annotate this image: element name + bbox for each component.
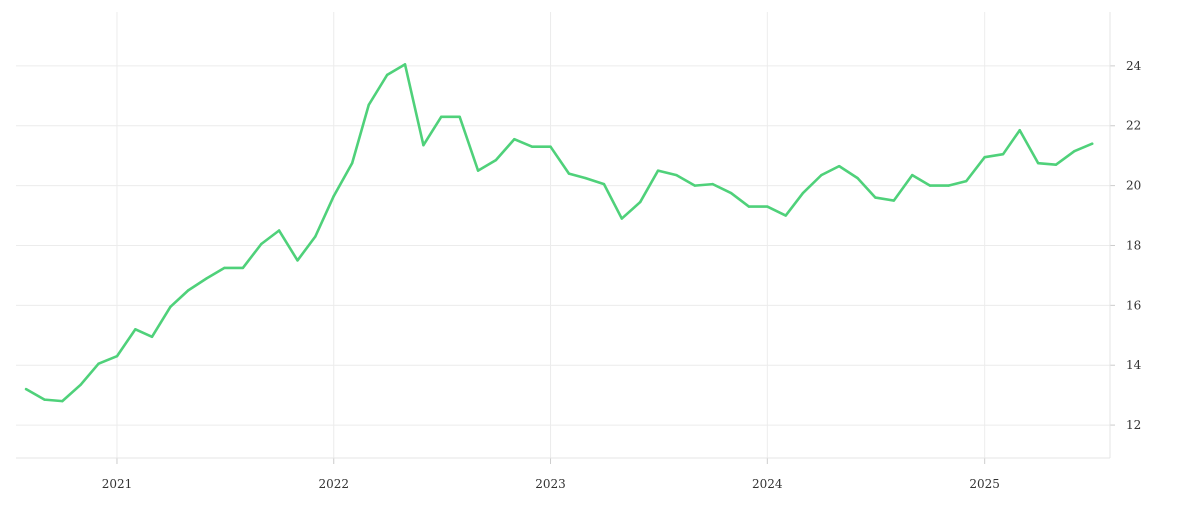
data-point (277, 229, 281, 232)
data-point (983, 155, 986, 159)
data-point (115, 355, 119, 358)
data-point (458, 115, 461, 118)
data-point (494, 158, 498, 162)
data-point (766, 205, 769, 208)
y-tick-label: 16 (1126, 298, 1141, 312)
data-point (97, 362, 100, 365)
data-point (205, 277, 208, 280)
data-point (549, 145, 552, 148)
grid-lines (16, 12, 1110, 458)
data-point (43, 398, 46, 401)
data-point (61, 399, 64, 403)
data-point (837, 164, 841, 168)
data-point (928, 184, 932, 187)
data-point (784, 214, 787, 217)
x-tick-label: 2025 (969, 477, 1000, 491)
x-tick-label: 2024 (752, 477, 783, 491)
data-point (801, 191, 805, 195)
y-tick-label: 14 (1126, 358, 1142, 372)
data-point (1018, 129, 1021, 132)
data-point (367, 103, 370, 106)
data-point (820, 173, 823, 177)
data-point (911, 173, 914, 177)
series-line (24, 63, 1094, 403)
data-point (260, 242, 263, 246)
x-tick-label: 2021 (102, 477, 133, 491)
data-point (602, 182, 606, 186)
y-tick-label: 22 (1126, 119, 1141, 133)
data-point (965, 179, 968, 183)
y-tick-label: 24 (1126, 59, 1142, 73)
data-point (1036, 161, 1040, 165)
data-point (620, 217, 623, 220)
data-point (711, 182, 714, 186)
data-point (656, 169, 660, 172)
data-point (513, 138, 516, 141)
data-point (1073, 149, 1076, 153)
series-layer (24, 63, 1094, 403)
data-point (476, 169, 480, 172)
data-point (947, 184, 950, 187)
y-tick-label: 20 (1126, 179, 1141, 193)
data-point (134, 328, 137, 331)
data-point (314, 235, 317, 238)
data-point (747, 205, 751, 208)
data-point (403, 63, 407, 66)
data-point (892, 199, 896, 202)
data-point (1054, 163, 1058, 166)
y-tick-label: 12 (1126, 418, 1141, 432)
data-point (241, 266, 245, 270)
data-point (350, 161, 354, 165)
axes (16, 12, 1115, 464)
x-tick-label: 2023 (535, 477, 566, 491)
data-point (639, 200, 642, 204)
data-point (584, 176, 587, 180)
data-point (79, 383, 82, 386)
data-point (296, 259, 299, 262)
data-point (1001, 152, 1005, 156)
data-point (187, 289, 190, 292)
data-point (530, 145, 534, 148)
data-point (874, 196, 877, 199)
y-tick-label: 18 (1126, 238, 1141, 252)
data-point (567, 172, 571, 175)
data-point (385, 73, 389, 77)
data-point (856, 176, 859, 180)
data-point (150, 335, 154, 338)
data-point (675, 173, 678, 177)
data-point (422, 144, 425, 147)
data-point (729, 191, 733, 195)
data-point (169, 305, 172, 309)
data-point (223, 266, 226, 270)
x-tick-label: 2022 (318, 477, 349, 491)
data-point (332, 194, 335, 198)
data-point (693, 184, 697, 187)
data-point (1090, 142, 1094, 145)
data-point (440, 115, 443, 118)
data-point (24, 387, 28, 391)
